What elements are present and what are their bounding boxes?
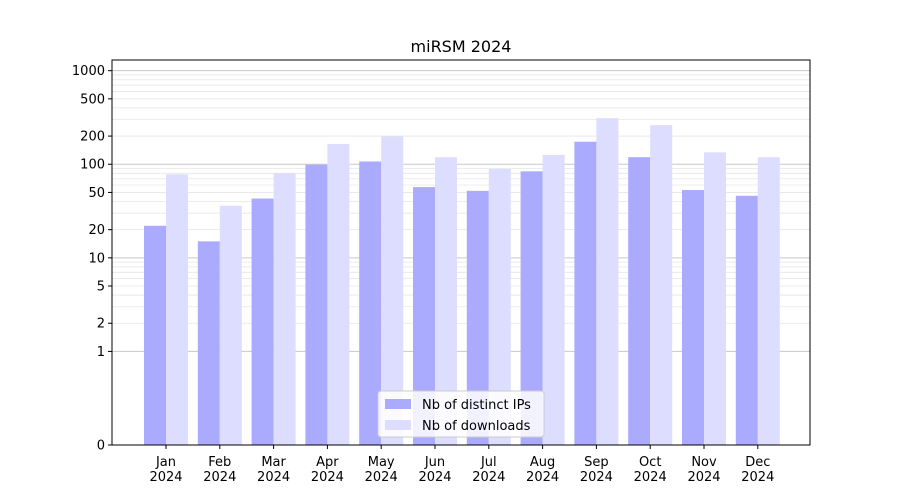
legend-swatch: [385, 420, 411, 430]
x-axis: Jan 2024 Feb 2024 Mar 2024 Apr 2024 May 2024 Jun 20…: [149, 445, 774, 485]
y-tick-label: 1000: [72, 64, 105, 79]
bar-distinct-ips: [682, 190, 704, 445]
x-tick-label: Jan 2024: [149, 455, 182, 485]
y-tick-label: 10: [88, 251, 105, 266]
bar-downloads: [435, 157, 457, 445]
bar-downloads: [327, 143, 350, 445]
y-tick-label: 5: [97, 280, 105, 295]
bar-downloads: [704, 152, 726, 445]
y-tick-label: 100: [80, 158, 105, 173]
bar-distinct-ips: [197, 241, 220, 445]
bar-distinct-ips: [413, 187, 435, 445]
bar-downloads: [757, 157, 780, 445]
bar-downloads: [273, 173, 296, 445]
bar-downloads: [381, 136, 404, 445]
bar-downloads: [166, 174, 188, 445]
bar-distinct-ips: [628, 157, 651, 445]
chart-title: miRSM 2024: [411, 37, 512, 56]
legend-box: [377, 390, 545, 438]
x-tick-label: Feb 2024: [203, 455, 236, 485]
x-tick-label: Jul 2024: [472, 455, 505, 485]
bar-distinct-ips: [359, 161, 382, 445]
legend-label: Nb of distinct IPs: [422, 398, 531, 413]
x-tick-label: Dec 2024: [741, 455, 774, 485]
y-tick-label: 1: [97, 345, 105, 360]
y-axis: 0 1 2 5 10 20 50 100 200 500 1000: [72, 64, 112, 454]
y-tick-label: 200: [80, 130, 105, 145]
y-tick-label: 0: [97, 439, 105, 454]
bar-distinct-ips: [251, 198, 274, 445]
x-tick-label: May 2024: [365, 455, 398, 485]
legend-swatch: [385, 399, 411, 409]
x-tick-label: Sep 2024: [580, 455, 613, 485]
y-tick-label: 20: [88, 223, 105, 238]
legend: Nb of distinct IPs Nb of downloads: [377, 390, 545, 438]
bar-downloads: [219, 205, 242, 445]
bar-downloads: [488, 168, 511, 445]
bar-downloads: [542, 154, 565, 445]
y-tick-label: 2: [97, 317, 105, 332]
x-tick-label: Oct 2024: [634, 455, 667, 485]
x-tick-label: Mar 2024: [257, 455, 290, 485]
bar-distinct-ips: [735, 195, 758, 445]
bar-distinct-ips: [144, 225, 166, 445]
x-tick-label: Aug 2024: [526, 455, 559, 485]
legend-label: Nb of downloads: [422, 419, 531, 434]
bar-distinct-ips: [305, 164, 328, 445]
bar-distinct-ips: [466, 190, 489, 445]
plot-frame: [111, 59, 811, 446]
bars-layer: [144, 118, 780, 446]
bar-distinct-ips: [520, 171, 543, 445]
x-tick-label: Jun 2024: [418, 455, 451, 485]
bar-downloads: [596, 118, 619, 445]
bar-downloads: [650, 125, 673, 446]
y-tick-label: 500: [80, 92, 105, 107]
y-tick-label: 50: [88, 186, 105, 201]
bar-distinct-ips: [574, 141, 597, 445]
x-tick-label: Nov 2024: [687, 455, 720, 485]
x-tick-label: Apr 2024: [311, 455, 344, 485]
